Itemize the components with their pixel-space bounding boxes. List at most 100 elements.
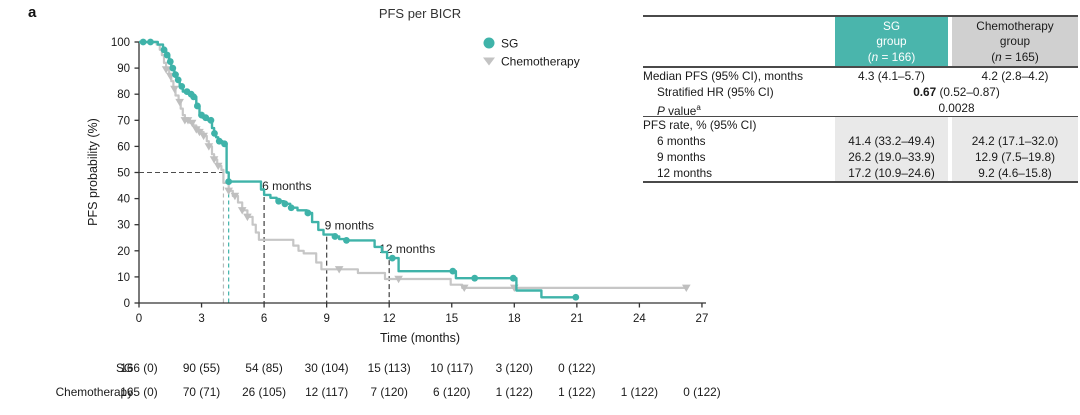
chemo-group-n: (n = 165) — [991, 49, 1039, 64]
chemo-censor-mark — [161, 66, 171, 74]
median-pfs-label: Median PFS (95% CI), months — [643, 69, 803, 83]
chemo-censor-mark — [459, 284, 469, 293]
x-tick-label: 27 — [696, 313, 709, 325]
km-plot-svg: PFS per BICR 6 months 9 months 12 months 0 10… — [56, 6, 721, 399]
landmark-label-12mo: 12 months — [379, 242, 435, 256]
risk-value: 70 (71) — [183, 385, 220, 399]
chemo-censor-mark — [682, 284, 691, 293]
chemo-censor-mark — [187, 119, 197, 128]
rate-row-9mo: 9 months 26.2 (19.0–33.9) 12.9 (7.5–19.8… — [643, 149, 1078, 165]
risk-value: 15 (113) — [368, 361, 411, 375]
y-tick-label: 100 — [111, 37, 130, 49]
y-tick-label: 90 — [117, 63, 130, 75]
km-plot: PFS per BICR 6 months 9 months 12 months 0 10… — [56, 6, 721, 399]
y-tick-label: 0 — [124, 298, 130, 310]
sg-censor-mark — [572, 293, 580, 301]
risk-value: 166 (0) — [120, 361, 157, 375]
risk-value: 7 (120) — [371, 385, 408, 399]
sg-censor-mark — [449, 267, 457, 275]
sg-censor-mark — [471, 274, 479, 282]
sg-censor-mark — [287, 204, 295, 212]
rate-6mo-chemo-value: 24.2 (17.1–32.0) — [952, 133, 1078, 149]
sg-censor-mark — [172, 71, 179, 79]
rate-9mo-chemo-value: 12.9 (7.5–19.8) — [952, 149, 1078, 165]
rate-row-6mo: 6 months 41.4 (33.2–49.4) 24.2 (17.1–32.… — [643, 133, 1078, 149]
header-sg-group: SG group (n = 166) — [835, 17, 948, 66]
x-tick-label: 15 — [445, 313, 458, 325]
median-pfs-chemo-value: 4.2 (2.8–4.2) — [981, 69, 1049, 83]
pfs-rate-section-label: PFS rate, % (95% CI) — [643, 118, 757, 132]
sg-curve — [139, 38, 580, 301]
chart-title: PFS per BICR — [379, 6, 461, 21]
rate-12mo-label: 12 months — [657, 166, 713, 180]
risk-value: 0 (122) — [683, 385, 720, 399]
x-tick-label: 21 — [570, 313, 583, 325]
shaded-cell — [952, 117, 1078, 133]
sg-censor-mark — [221, 140, 228, 148]
legend-chemo-marker-icon — [483, 57, 495, 66]
chemo-group-line1: Chemotherapy — [976, 19, 1054, 33]
x-tick-label: 6 — [261, 313, 267, 325]
y-tick-label: 40 — [117, 194, 130, 206]
x-tick-label: 18 — [508, 313, 521, 325]
x-tick-label: 24 — [633, 313, 646, 325]
risk-value: 0 (122) — [558, 361, 595, 375]
y-tick-label: 50 — [117, 168, 130, 180]
sg-censor-mark — [388, 254, 396, 262]
risk-value: 1 (122) — [496, 385, 533, 399]
axes — [134, 41, 706, 308]
rate-6mo-sg-value: 41.4 (33.2–49.4) — [835, 133, 948, 149]
sg-censor-mark — [211, 129, 218, 137]
landmark-label-9mo: 9 months — [325, 219, 374, 233]
legend-chemo-label: Chemotherapy — [501, 55, 580, 69]
risk-value: 165 (0) — [120, 385, 157, 399]
sg-censor-mark — [304, 209, 312, 217]
risk-value: 6 (120) — [433, 385, 470, 399]
sg-censor-mark — [190, 93, 198, 101]
chemo-censor-mark — [170, 85, 179, 94]
rate-12mo-chemo-value: 9.2 (4.6–15.8) — [952, 165, 1078, 181]
y-axis-title: PFS probability (%) — [86, 118, 100, 226]
y-tick-label: 70 — [117, 115, 130, 127]
pfs-rate-header-row: PFS rate, % (95% CI) — [643, 117, 1078, 133]
chemo-censor-mark — [209, 156, 219, 164]
landmark-label-6mo: 6 months — [262, 179, 311, 193]
risk-value: 12 (117) — [305, 385, 348, 399]
p-value: 0.0028 — [938, 101, 975, 115]
rate-9mo-sg-value: 26.2 (19.0–33.9) — [835, 149, 948, 165]
y-tick-label: 20 — [117, 246, 130, 258]
x-tick-label: 0 — [136, 313, 142, 325]
median-pfs-row: Median PFS (95% CI), months 4.3 (4.1–5.7… — [643, 68, 1078, 84]
legend-sg-marker-icon — [483, 37, 495, 49]
sg-censor-mark — [202, 114, 210, 122]
risk-value: 90 (55) — [183, 361, 220, 375]
risk-value: 1 (122) — [558, 385, 595, 399]
hr-value: 0.67 (0.52–0.87) — [913, 85, 1000, 99]
risk-value: 3 (120) — [496, 361, 533, 375]
sg-censor-mark — [139, 38, 147, 46]
legend: SG Chemotherapy — [483, 37, 580, 69]
risk-value: 54 (85) — [245, 361, 282, 375]
sg-censor-mark — [163, 51, 171, 59]
risk-row-label: Chemotherapy — [56, 385, 133, 399]
x-tick-label: 9 — [323, 313, 329, 325]
sg-censor-mark — [169, 64, 177, 72]
risk-value: 1 (122) — [621, 385, 658, 399]
risk-value: 30 (104) — [305, 361, 349, 375]
risk-value: 26 (105) — [242, 385, 286, 399]
chemo-censor-mark — [224, 187, 233, 195]
p-value-label: P valuea — [657, 103, 701, 118]
sg-censor-mark — [331, 233, 339, 240]
sg-group-line1: SG — [882, 19, 901, 33]
sg-censor-mark — [174, 76, 182, 84]
sg-censor-mark — [215, 137, 223, 145]
x-axis-title: Time (months) — [380, 331, 460, 345]
rate-row-12mo: 12 months 17.2 (10.9–24.6) 9.2 (4.6–15.8… — [643, 165, 1078, 181]
hr-label: Stratified HR (95% CI) — [657, 85, 774, 99]
pfs-rate-section: PFS rate, % (95% CI) 6 months 41.4 (33.2… — [643, 116, 1078, 181]
header-chemo-group: Chemotherapy group (n = 165) — [952, 17, 1078, 66]
chemo-censor-mark — [230, 192, 240, 201]
y-tick-label: 30 — [117, 220, 130, 232]
y-tick-label: 10 — [117, 272, 130, 284]
